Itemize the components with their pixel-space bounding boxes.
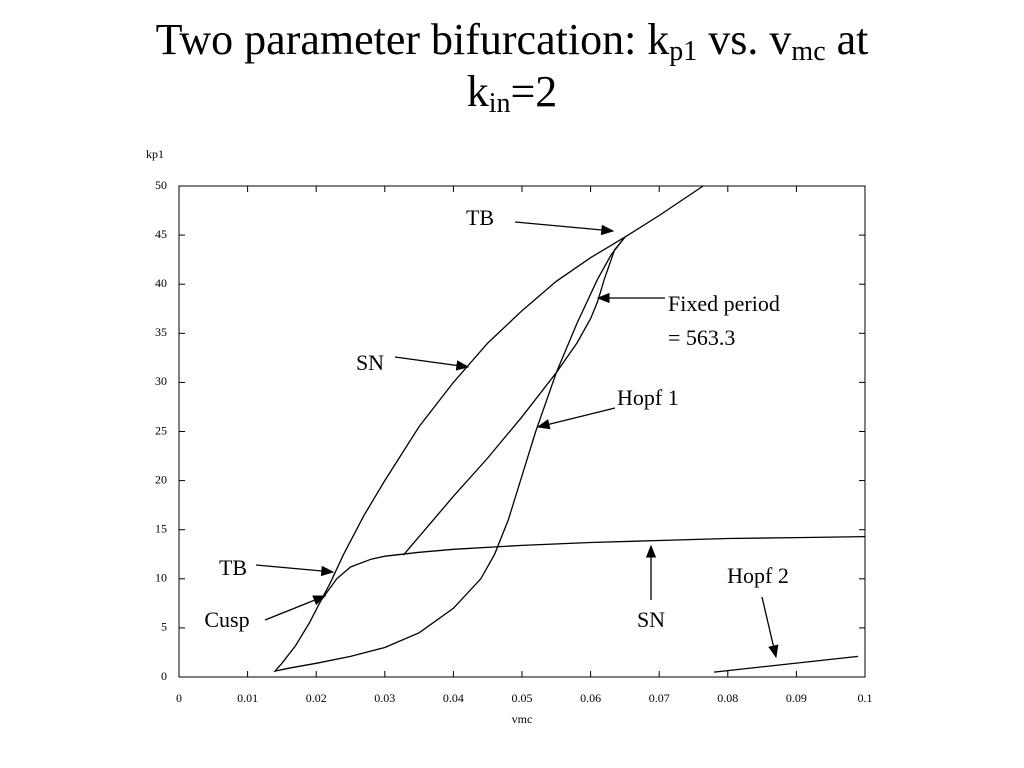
- y-tick-label: 0: [161, 669, 167, 683]
- x-tick-label: 0.09: [786, 691, 807, 705]
- x-tick-label: 0.08: [717, 691, 738, 705]
- curve: [320, 535, 866, 601]
- title-part: mc: [791, 36, 826, 67]
- x-tick-label: 0.03: [374, 691, 395, 705]
- arrow: [761, 596, 779, 659]
- annotation: Hopf 2: [727, 563, 789, 588]
- annotation: SN: [356, 350, 384, 375]
- y-axis-label: kp1: [146, 147, 164, 161]
- x-tick-label: 0.01: [237, 691, 258, 705]
- y-tick-label: 50: [155, 178, 167, 192]
- title-line: Two parameter bifurcation: kp1 vs. vmc a…: [0, 14, 1024, 66]
- title-part: k: [466, 67, 489, 116]
- x-tick-label: 0.1: [858, 691, 873, 705]
- curve: [714, 655, 859, 673]
- x-tick-label: 0.07: [649, 691, 670, 705]
- x-axis-label: vmc: [512, 712, 533, 726]
- annotation: SN: [637, 607, 665, 632]
- annotation: Hopf 1: [617, 385, 679, 410]
- curve: [320, 185, 704, 601]
- x-tick-label: 0.02: [306, 691, 327, 705]
- arrow: [536, 407, 616, 430]
- annotation: = 563.3: [668, 325, 735, 350]
- title-part: vs. v: [697, 15, 792, 64]
- curve: [273, 236, 626, 673]
- y-tick-label: 25: [155, 423, 167, 437]
- y-tick-label: 5: [161, 620, 167, 634]
- annotation: TB: [219, 555, 247, 580]
- title-part: =2: [510, 67, 558, 116]
- y-tick-label: 35: [155, 325, 167, 339]
- x-tick-label: 0.06: [580, 691, 601, 705]
- y-tick-label: 30: [155, 374, 167, 388]
- plot-frame: [178, 185, 866, 678]
- y-tick-label: 10: [155, 571, 167, 585]
- y-tick-label: 45: [155, 227, 167, 241]
- x-tick-label: 0.04: [443, 691, 464, 705]
- x-tick-label: 0: [176, 691, 182, 705]
- arrow: [514, 221, 615, 236]
- arrow: [255, 564, 335, 577]
- y-tick-label: 15: [155, 521, 167, 535]
- arrow: [264, 595, 327, 621]
- title-part: Two parameter bifurcation: k: [155, 15, 670, 64]
- y-tick-label: 40: [155, 276, 167, 290]
- annotation: Cusp: [204, 607, 249, 632]
- annotation: TB: [466, 205, 494, 230]
- title-line: kin=2: [0, 66, 1024, 118]
- annotation: Fixed period: [668, 291, 780, 316]
- x-tick-label: 0.05: [512, 691, 533, 705]
- arrow: [394, 356, 470, 371]
- chart-title: Two parameter bifurcation: kp1 vs. vmc a…: [0, 14, 1024, 118]
- title-part: p1: [669, 36, 698, 67]
- y-tick-label: 20: [155, 472, 167, 486]
- title-part: at: [825, 15, 869, 64]
- curve: [402, 236, 626, 556]
- title-part: in: [488, 88, 511, 119]
